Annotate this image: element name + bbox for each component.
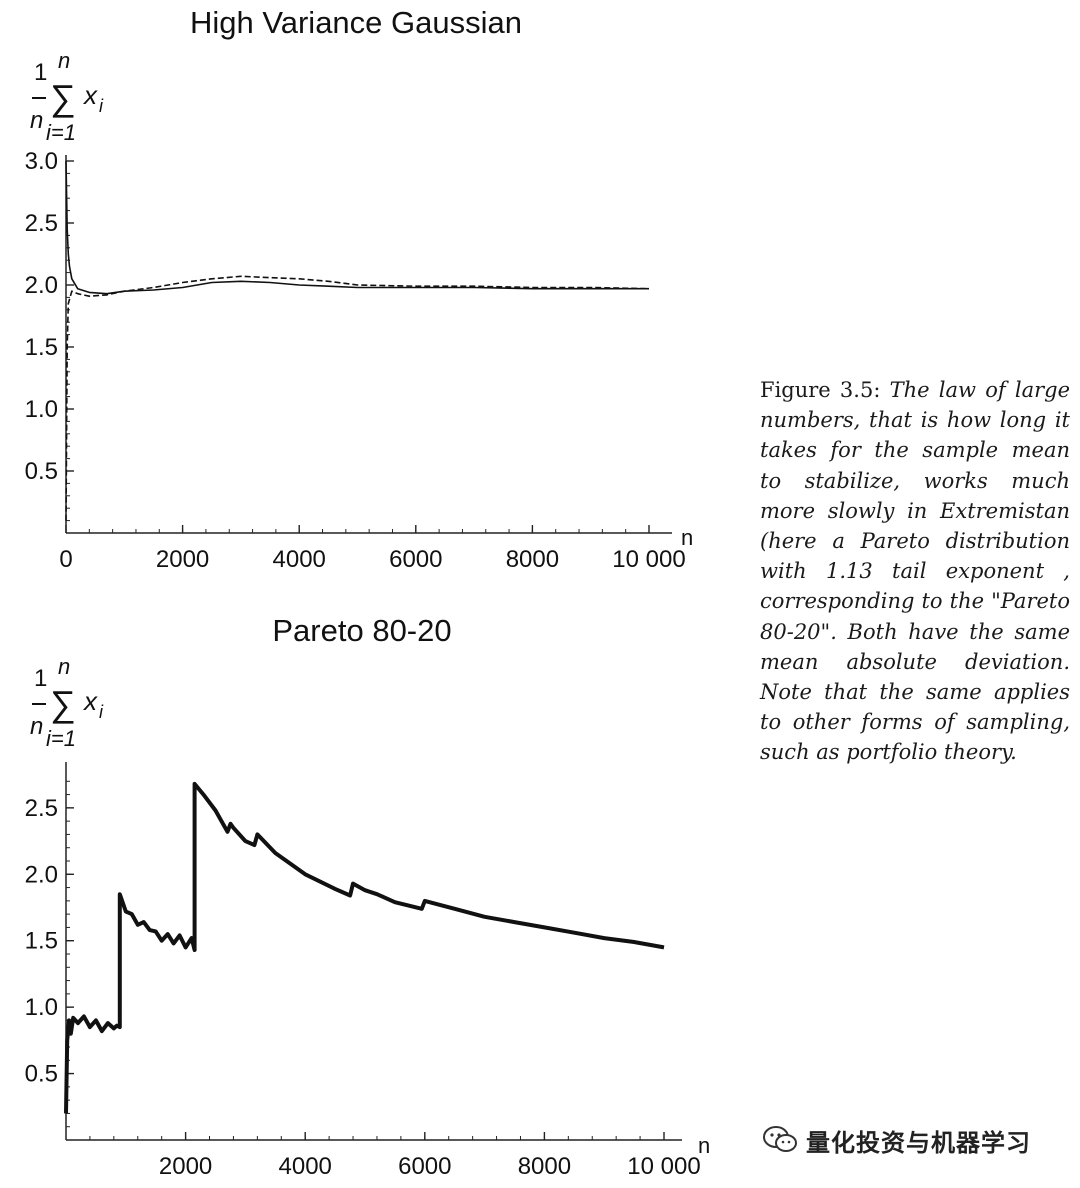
chart2-ylabel-top: n <box>58 654 70 679</box>
chart1-ylabel-sum: ∑ <box>50 77 76 118</box>
chart2-x-tick-label: 6000 <box>398 1153 451 1180</box>
chart2-x-tick-label: 4000 <box>279 1153 332 1180</box>
chart1-x-tick-label: 2000 <box>156 546 209 573</box>
chart-high-variance-gaussian: High Variance Gaussian n 1 n ∑ x i i=1 0… <box>25 5 694 573</box>
chart2-xlabel: n <box>698 1133 710 1158</box>
chart2-y-tick-label: 2.5 <box>25 795 58 822</box>
chart1-x-tick-label: 4000 <box>273 546 326 573</box>
chart1-y-tick-label: 2.0 <box>25 272 58 299</box>
chart2-ylabel-term-sub: i <box>99 702 104 722</box>
chart-pareto-80-20: Pareto 80-20 n 1 n ∑ x i i=1 2000 4000 600… <box>25 613 711 1180</box>
chart1-x-tick-label: 0 <box>59 546 72 573</box>
chart2-y-tick-label: 0.5 <box>25 1061 58 1088</box>
caption-body: The law of large numbers, that is how lo… <box>760 378 1070 765</box>
chart1-series <box>65 160 650 521</box>
chart2-y-tick-label: 1.0 <box>25 994 58 1021</box>
chart2-y-tick-label: 2.0 <box>25 861 58 888</box>
chart2-ylabel: n 1 n ∑ x i i=1 <box>30 654 104 751</box>
watermark: 量化投资与机器学习 <box>762 1120 1062 1160</box>
chart1-x-tick-label: 8000 <box>506 546 559 573</box>
chart1-ylabel-bottom: i=1 <box>46 120 76 145</box>
chart1-ticks: 0 2000 4000 6000 8000 10 000 0.5 1.0 1.5 2.0 2.5 3.… <box>25 148 686 573</box>
chart1-ylabel-term-sub: i <box>99 96 104 116</box>
chart2-ticks: 2000 4000 6000 8000 10 000 0.5 1.0 1.5 2.0 2.5 <box>25 780 701 1180</box>
chart1-x-tick-label: 10 000 <box>612 546 685 573</box>
chart1-series-line-2 <box>65 275 650 521</box>
chart1-x-tick-label: 6000 <box>389 546 442 573</box>
chart1-y-tick-label: 0.5 <box>25 458 58 485</box>
wechat-icon <box>763 1126 797 1152</box>
chart2-ylabel-bottom: i=1 <box>46 726 76 751</box>
chart2-ylabel-den: n <box>30 713 43 740</box>
chart1-xlabel: n <box>681 525 693 550</box>
chart2-axes <box>65 762 682 1141</box>
chart1-ylabel: n 1 n ∑ x i i=1 <box>30 48 104 145</box>
chart1-ylabel-term: x <box>82 80 98 110</box>
chart1-ylabel-top: n <box>58 48 70 73</box>
chart2-ylabel-num: 1 <box>34 665 47 692</box>
chart1-y-tick-label: 2.5 <box>25 210 58 237</box>
chart2-series-line-1 <box>64 781 665 1114</box>
chart2-title: Pareto 80-20 <box>272 613 451 648</box>
chart1-y-tick-label: 1.0 <box>25 396 58 423</box>
chart1-ylabel-num: 1 <box>34 59 47 86</box>
chart2-series <box>64 781 665 1114</box>
chart1-title: High Variance Gaussian <box>190 5 522 40</box>
chart2-x-tick-label: 10 000 <box>627 1153 700 1180</box>
chart1-series-line-1 <box>65 160 649 295</box>
chart2-x-tick-label: 8000 <box>518 1153 571 1180</box>
chart1-axes <box>65 155 672 534</box>
figure-caption: Figure 3.5: The law of large numbers, th… <box>760 375 1070 768</box>
chart1-ylabel-den: n <box>30 107 43 134</box>
chart2-ylabel-term: x <box>82 686 98 716</box>
chart2-ylabel-sum: ∑ <box>50 683 76 724</box>
caption-lead: Figure 3.5: <box>760 378 890 402</box>
chart1-y-tick-label: 1.5 <box>25 334 58 361</box>
chart2-y-tick-label: 1.5 <box>25 928 58 955</box>
chart2-x-tick-label: 2000 <box>159 1153 212 1180</box>
chart1-y-tick-label: 3.0 <box>25 148 58 175</box>
watermark-text: 量化投资与机器学习 <box>806 1128 1031 1157</box>
